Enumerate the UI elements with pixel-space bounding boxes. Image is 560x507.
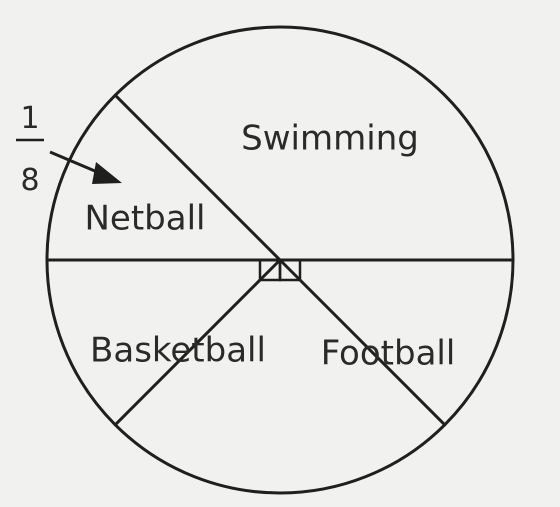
slice-divider-3: [114, 258, 282, 426]
fraction-denominator: 8: [20, 163, 39, 198]
slice-divider-4: [114, 94, 282, 262]
slice-label-basketball: Basketball: [90, 331, 266, 371]
annotation-arrow-shaft: [49, 150, 103, 176]
slice-divider-2: [278, 258, 446, 426]
fraction-numerator: 1: [20, 101, 39, 136]
annotation-arrow-head: [92, 162, 122, 184]
slice-label-netball: Netball: [85, 199, 206, 239]
right-angle-marker-right: [278, 258, 302, 282]
slice-label-football: Football: [321, 334, 456, 374]
slice-label-swimming: Swimming: [241, 119, 419, 159]
